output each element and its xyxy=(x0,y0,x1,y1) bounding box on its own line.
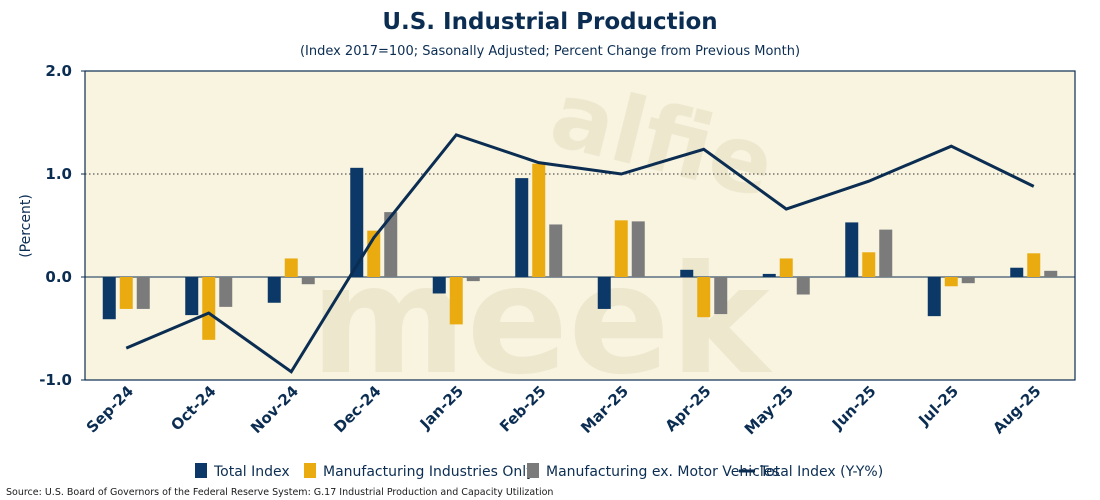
bar-manufacturing-ex-motor-vehicles-oct-24 xyxy=(219,277,233,307)
bar-manufacturing-ex-motor-vehicles-may-25 xyxy=(796,277,810,295)
bar-manufacturing-ex-motor-vehicles-apr-25 xyxy=(714,277,728,315)
bar-manufacturing-industries-only-nov-24 xyxy=(284,258,298,277)
x-tick-label: Oct-24 xyxy=(167,382,219,434)
legend-label: Manufacturing ex. Motor Vehicles xyxy=(546,464,780,480)
bar-manufacturing-industries-only-feb-25 xyxy=(532,163,546,277)
y-axis-label: (Percent) xyxy=(18,194,34,258)
bar-manufacturing-industries-only-sep-24 xyxy=(119,277,133,309)
legend: Total Index Manufacturing Industries Only… xyxy=(195,463,883,480)
y-tick-label: 2.0 xyxy=(45,62,72,80)
x-tick-label: Jun-25 xyxy=(828,382,880,434)
y-tick-label: 1.0 xyxy=(45,165,72,183)
bar-manufacturing-industries-only-jun-25 xyxy=(862,252,876,277)
x-tick-label: Jul-25 xyxy=(914,382,962,430)
legend-label: Manufacturing Industries Only xyxy=(323,464,534,480)
chart-subtitle: (Index 2017=100; Sasonally Adjusted; Per… xyxy=(300,44,800,59)
bar-manufacturing-industries-only-jul-25 xyxy=(944,277,958,287)
bar-manufacturing-industries-only-oct-24 xyxy=(202,277,216,340)
bar-manufacturing-industries-only-jan-25 xyxy=(449,277,463,325)
bar-total-index-sep-24 xyxy=(102,277,116,320)
legend-label: Total Index xyxy=(213,464,290,480)
bar-total-index-oct-24 xyxy=(185,277,199,316)
legend-label: Total Index (Y-Y%) xyxy=(759,464,883,480)
source-note: Source: U.S. Board of Governors of the F… xyxy=(6,487,553,498)
chart-title: U.S. Industrial Production xyxy=(382,9,717,35)
y-tick-label: 0.0 xyxy=(45,268,72,286)
bar-manufacturing-industries-only-apr-25 xyxy=(697,277,711,318)
x-tick-label: Nov-24 xyxy=(247,382,302,437)
bar-total-index-may-25 xyxy=(762,273,776,277)
bar-total-index-jun-25 xyxy=(845,222,859,277)
bar-manufacturing-ex-motor-vehicles-dec-24 xyxy=(384,212,398,277)
bar-manufacturing-ex-motor-vehicles-nov-24 xyxy=(301,277,315,285)
bar-manufacturing-industries-only-aug-25 xyxy=(1027,253,1041,277)
bar-manufacturing-industries-only-mar-25 xyxy=(614,220,628,277)
line-total-index-yoy xyxy=(125,133,1035,374)
bar-total-index-apr-25 xyxy=(680,269,694,277)
legend-swatch xyxy=(527,463,539,478)
bar-manufacturing-ex-motor-vehicles-jul-25 xyxy=(961,277,975,284)
bar-manufacturing-ex-motor-vehicles-jun-25 xyxy=(879,229,893,277)
bar-manufacturing-ex-motor-vehicles-feb-25 xyxy=(549,224,563,277)
legend-swatch xyxy=(304,463,316,478)
legend-swatch xyxy=(195,463,207,478)
x-tick-label: Sep-24 xyxy=(83,382,137,436)
bar-total-index-aug-25 xyxy=(1010,267,1024,277)
bar-total-index-nov-24 xyxy=(267,277,281,303)
bar-manufacturing-ex-motor-vehicles-aug-25 xyxy=(1044,270,1058,277)
bar-total-index-dec-24 xyxy=(350,167,364,277)
bar-manufacturing-ex-motor-vehicles-sep-24 xyxy=(136,277,150,309)
bar-manufacturing-ex-motor-vehicles-mar-25 xyxy=(631,221,645,277)
plot-area xyxy=(84,70,1076,381)
y-tick-label: -1.0 xyxy=(39,371,72,389)
x-tick-label: Aug-25 xyxy=(989,382,1044,437)
bar-total-index-feb-25 xyxy=(515,178,529,277)
bar-manufacturing-industries-only-may-25 xyxy=(779,258,793,277)
bar-total-index-jul-25 xyxy=(927,277,941,317)
bar-total-index-mar-25 xyxy=(597,277,611,309)
bar-manufacturing-ex-motor-vehicles-jan-25 xyxy=(466,277,480,282)
bar-total-index-jan-25 xyxy=(432,277,446,294)
